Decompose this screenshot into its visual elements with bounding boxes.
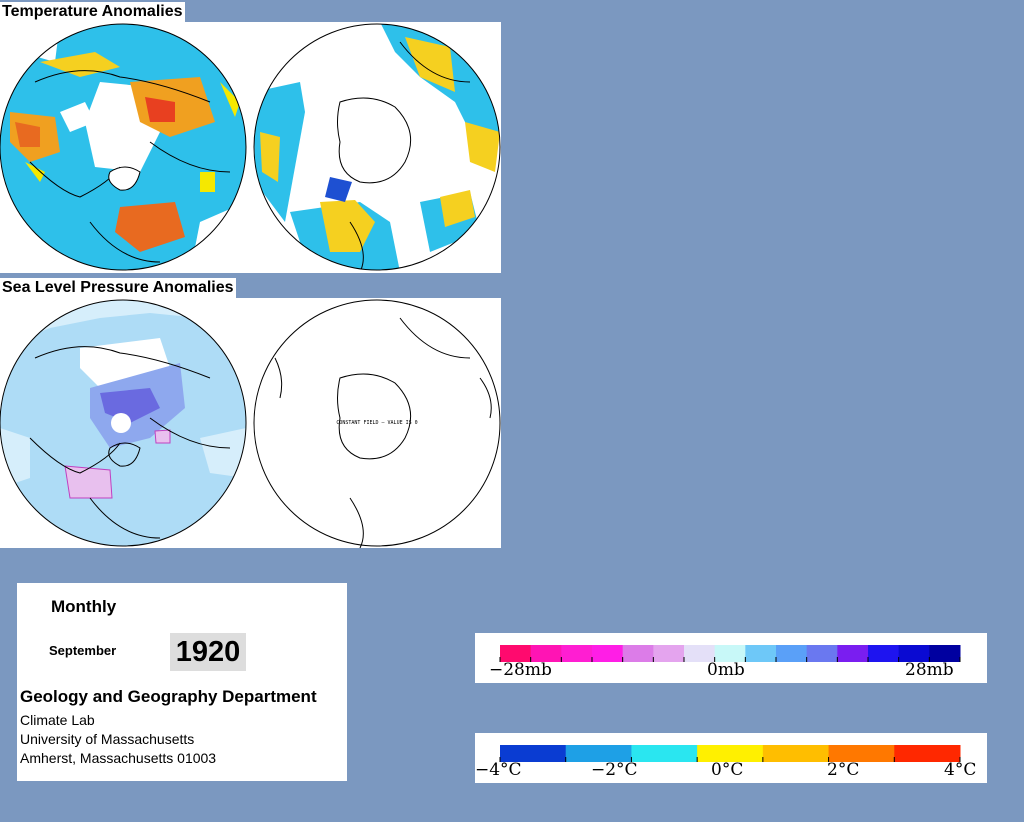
temperature-legend-label-3: 0°C — [711, 760, 744, 780]
year-label: 1920 — [170, 633, 246, 671]
temperature-legend-swatch — [762, 745, 830, 762]
pressure-legend-swatch — [868, 645, 900, 662]
temperature-legend-swatch — [565, 745, 632, 762]
temperature-maps-panel — [0, 22, 501, 273]
temperature-northern-hemisphere-map — [0, 24, 246, 270]
temperature-legend-label-4: 2°C — [827, 760, 860, 780]
pressure-legend-swatch — [806, 645, 838, 662]
pressure-legend-swatch — [592, 645, 624, 662]
pressure-legend-zero-label: 0mb — [707, 660, 745, 680]
temperature-legend-swatch — [500, 745, 567, 762]
pressure-constant-field-note: CONSTANT FIELD — VALUE IS 0 — [336, 420, 417, 426]
pressure-legend-swatch — [530, 645, 562, 662]
info-box: Monthly September 1920 Geology and Geogr… — [17, 583, 347, 781]
pressure-anomalies-title: Sea Level Pressure Anomalies — [0, 278, 236, 298]
temperature-color-legend: −4°C −2°C 0°C 2°C 4°C — [475, 733, 987, 783]
pressure-legend-swatch — [929, 645, 961, 662]
pressure-legend-swatch — [837, 645, 869, 662]
pressure-legend-swatch — [684, 645, 716, 662]
temperature-legend-swatch — [631, 745, 698, 762]
pressure-legend-swatch — [561, 645, 593, 662]
pressure-southern-hemisphere-map: CONSTANT FIELD — VALUE IS 0 — [253, 299, 501, 548]
address: Amherst, Massachusetts 01003 — [20, 750, 217, 766]
temperature-legend-swatch — [697, 745, 764, 762]
period-label: Monthly — [51, 597, 117, 616]
temperature-legend-label-5: 4°C — [944, 760, 977, 780]
pressure-maps-panel: CONSTANT FIELD — VALUE IS 0 — [0, 298, 501, 548]
department-name: Geology and Geography Department — [20, 687, 317, 706]
pressure-legend-swatch — [745, 645, 777, 662]
pressure-legend-swatch — [653, 645, 685, 662]
pressure-legend-swatch — [898, 645, 930, 662]
temperature-legend-label-1: −4°C — [475, 760, 522, 780]
temperature-legend-label-2: −2°C — [591, 760, 638, 780]
month-label: September — [49, 643, 117, 658]
pressure-legend-max-label: 28mb — [905, 660, 954, 680]
temperature-legend-swatch — [828, 745, 895, 762]
pressure-legend-swatch — [500, 645, 532, 662]
lab-name: Climate Lab — [20, 712, 95, 728]
temperature-legend-swatch — [894, 745, 961, 762]
pressure-legend-swatch — [776, 645, 808, 662]
pressure-color-legend: −28mb 0mb 28mb — [475, 633, 987, 683]
temperature-anomalies-title: Temperature Anomalies — [0, 2, 185, 22]
pressure-legend-swatch — [714, 645, 746, 662]
pressure-legend-min-label: −28mb — [489, 660, 552, 680]
pressure-legend-swatch — [622, 645, 654, 662]
university-name: University of Massachusetts — [20, 731, 195, 747]
